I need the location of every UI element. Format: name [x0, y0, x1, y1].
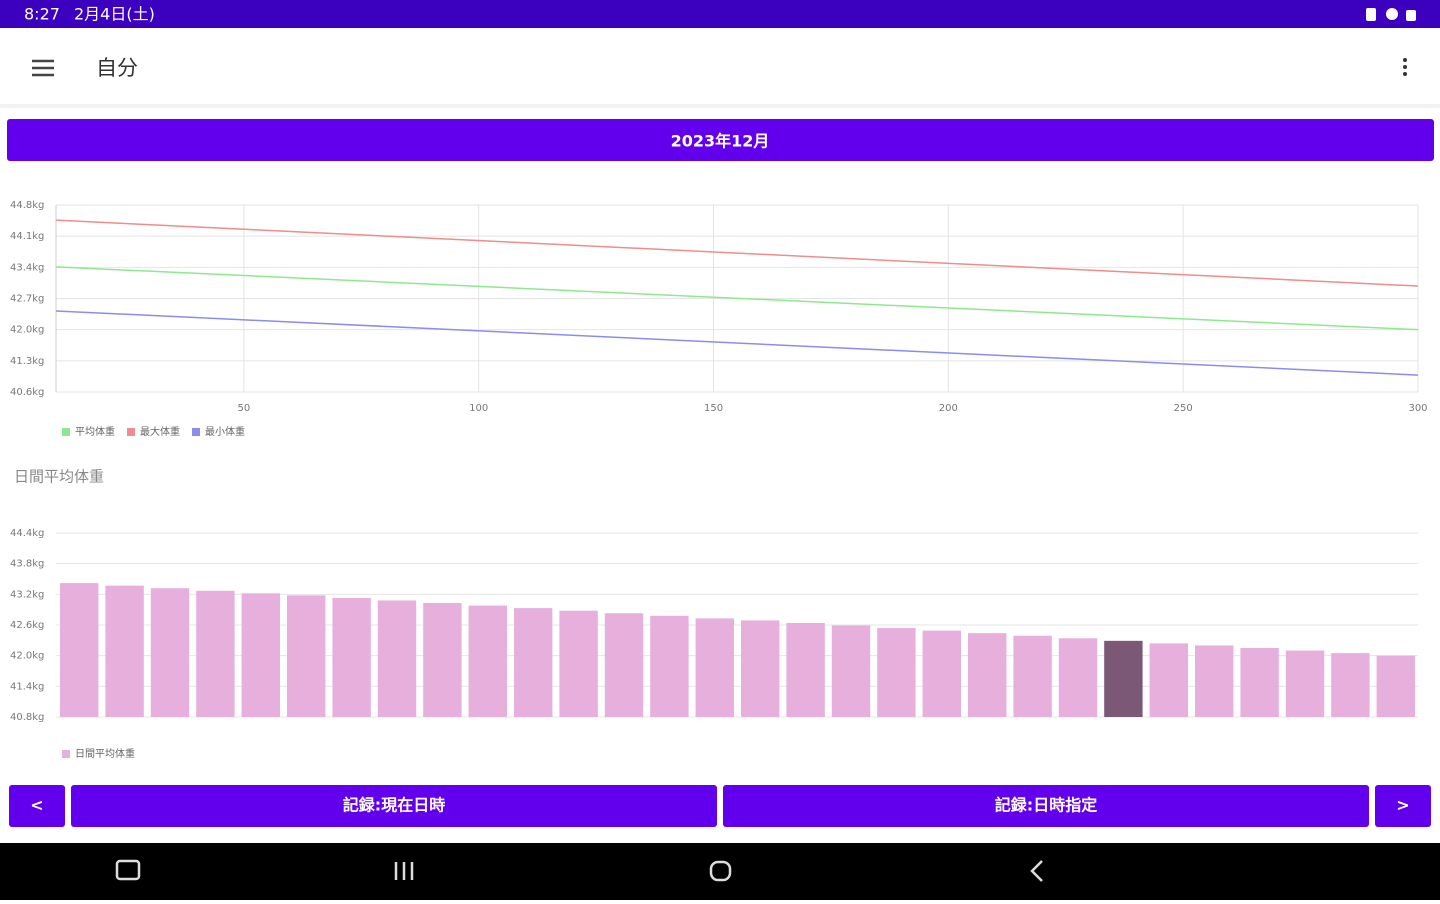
legend-label: 日間平均体重: [75, 747, 135, 760]
y-tick-label: 43.2kg: [10, 589, 44, 600]
app-bar: [0, 28, 1440, 104]
prev-button[interactable]: [9, 785, 65, 827]
y-tick-label: 40.8kg: [10, 712, 44, 723]
y-tick-label: 40.6kg: [10, 387, 44, 398]
bar: [287, 595, 326, 717]
x-tick-label: 150: [704, 403, 723, 414]
bar: [377, 600, 417, 717]
bar: [1104, 640, 1143, 717]
legend-label: 最大体重: [140, 425, 180, 438]
bar: [1376, 655, 1415, 717]
bar: [150, 588, 190, 717]
record-date-button[interactable]: [723, 785, 1369, 827]
legend-swatch: [127, 428, 135, 436]
y-tick-label: 43.4kg: [10, 262, 44, 273]
y-tick-label: 44.8kg: [10, 200, 44, 211]
prev-label: <: [30, 796, 43, 815]
bar: [1195, 645, 1234, 717]
x-tick-label: 250: [1174, 403, 1193, 414]
x-tick-label: 300: [1408, 403, 1427, 414]
app-title: 自分: [96, 56, 138, 80]
month-button-label: 2023年12月: [671, 132, 770, 151]
next-button[interactable]: [1375, 785, 1431, 827]
month-button[interactable]: [7, 119, 1434, 161]
bar: [650, 615, 689, 717]
status-bar: [0, 0, 1440, 28]
overflow-menu[interactable]: [1403, 58, 1407, 76]
status-icons: [1366, 8, 1416, 21]
bar: [968, 633, 1007, 717]
y-tick-label: 42.0kg: [10, 325, 44, 336]
y-tick-label: 43.8kg: [10, 559, 44, 570]
x-tick-label: 200: [939, 403, 958, 414]
bar: [559, 610, 598, 717]
bar: [604, 613, 644, 717]
bar: [423, 603, 462, 717]
chart-title: 日間平均体重: [14, 468, 104, 486]
y-tick-label: 41.3kg: [10, 356, 44, 367]
bar: [877, 628, 916, 717]
bar: [468, 605, 507, 717]
bar: [514, 608, 553, 717]
bar: [1240, 648, 1279, 717]
bar: [741, 620, 780, 717]
legend-label: 最小体重: [205, 425, 245, 438]
series-line: [55, 219, 1419, 287]
bar: [1331, 653, 1370, 717]
y-tick-label: 44.4kg: [10, 528, 44, 539]
nav-icons[interactable]: [115, 859, 1043, 882]
menu-icon[interactable]: [32, 59, 54, 77]
bar: [332, 597, 371, 717]
bar: [1149, 643, 1188, 717]
status-time: 8:27: [24, 5, 60, 24]
app-bar-shadow: [0, 104, 1440, 108]
bar: [1013, 635, 1052, 717]
bar: [922, 630, 961, 717]
next-label: >: [1396, 796, 1409, 815]
series-line: [55, 310, 1419, 376]
y-tick-label: 44.1kg: [10, 231, 44, 242]
bar: [786, 622, 825, 717]
legend-swatch: [62, 750, 70, 758]
y-tick-label: 42.0kg: [10, 651, 44, 662]
y-tick-label: 41.4kg: [10, 681, 44, 692]
nav-bar: [0, 843, 1440, 900]
bar: [105, 585, 144, 717]
legend-swatch: [192, 428, 200, 436]
x-tick-label: 50: [237, 403, 250, 414]
record-date-label: 記録:日時指定: [995, 796, 1097, 815]
bar: [241, 593, 280, 717]
legend-swatch: [62, 428, 70, 436]
series-line: [55, 266, 1419, 331]
record-now-button[interactable]: [71, 785, 717, 827]
y-tick-label: 42.6kg: [10, 620, 44, 631]
bar: [1285, 650, 1325, 717]
status-date: 2月4日(土): [74, 5, 155, 24]
bar: [695, 618, 734, 717]
bar: [60, 583, 99, 717]
bar: [831, 625, 871, 717]
record-now-label: 記録:現在日時: [343, 796, 445, 815]
bar: [196, 590, 235, 717]
x-tick-label: 100: [469, 403, 488, 414]
legend-label: 平均体重: [75, 425, 115, 438]
y-tick-label: 42.7kg: [10, 294, 44, 305]
bar: [1058, 638, 1098, 717]
